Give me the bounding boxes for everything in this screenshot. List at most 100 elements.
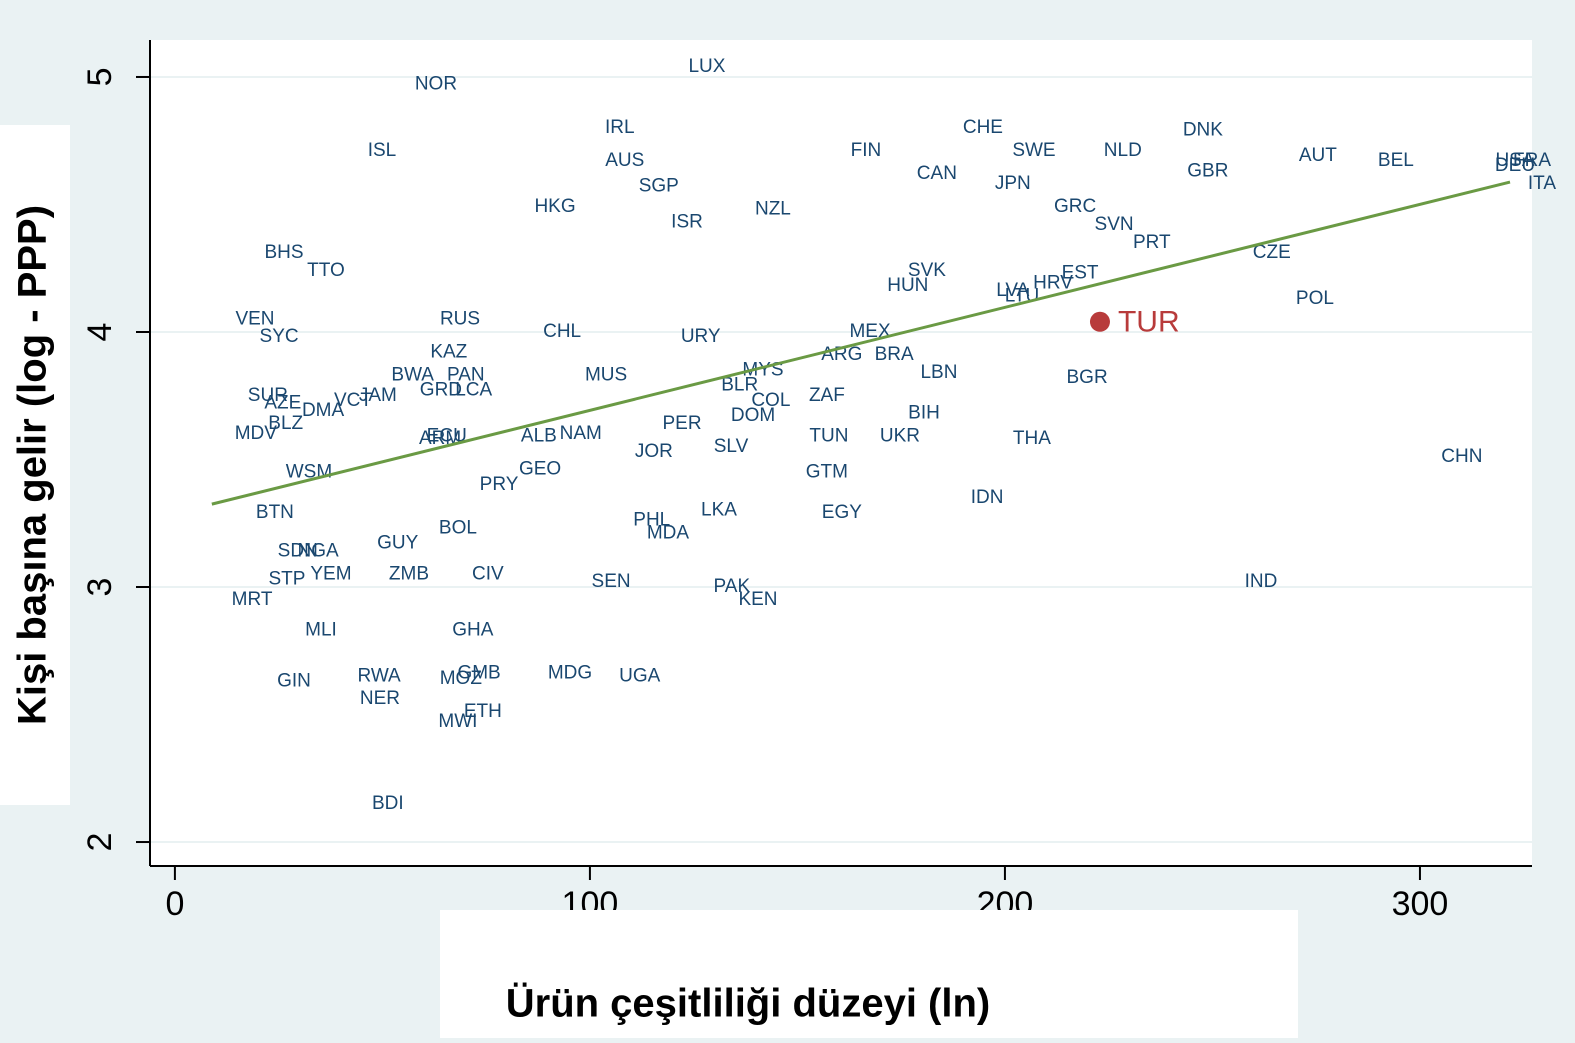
point-label: ZMB bbox=[389, 563, 429, 584]
point-label: KAZ bbox=[430, 341, 467, 362]
point-label: NER bbox=[360, 688, 400, 709]
point-label: CHL bbox=[543, 321, 581, 342]
point-label: COL bbox=[751, 390, 790, 411]
y-axis-title: Kişi başına gelir (log - PPP) bbox=[11, 205, 55, 725]
point-label: BLZ bbox=[268, 413, 303, 434]
point-label: AUT bbox=[1299, 145, 1337, 166]
point-label: NAM bbox=[560, 423, 602, 444]
point-label: NGA bbox=[297, 540, 339, 561]
point-label: BLR bbox=[721, 375, 758, 396]
point-label: HUN bbox=[887, 275, 928, 296]
point-label: PHL bbox=[633, 510, 670, 531]
point-label: MWI bbox=[438, 711, 477, 732]
point-label: ETH bbox=[464, 701, 502, 722]
point-label: JPN bbox=[995, 173, 1031, 194]
point-label: ZAF bbox=[809, 385, 845, 406]
point-label: HKG bbox=[534, 196, 575, 217]
point-label: BIH bbox=[908, 403, 940, 424]
point-label: RUS bbox=[440, 308, 480, 329]
point-label: GTM bbox=[806, 461, 848, 482]
point-label: USA bbox=[1495, 150, 1534, 171]
point-label: MDV bbox=[235, 423, 278, 444]
point-label: KEN bbox=[738, 589, 777, 610]
x-tick-label: 0 bbox=[165, 885, 184, 923]
point-label: CHN bbox=[1441, 446, 1482, 467]
point-label: PAK bbox=[714, 576, 751, 597]
point-label: SGP bbox=[639, 176, 679, 197]
point-label: ITA bbox=[1528, 173, 1556, 194]
point-label: UGA bbox=[619, 665, 661, 686]
point-label: NLD bbox=[1104, 140, 1142, 161]
point-label: BDI bbox=[372, 793, 404, 814]
point-label: NZL bbox=[755, 199, 791, 220]
point-label: MDA bbox=[647, 522, 690, 543]
point-label: TUN bbox=[809, 426, 848, 447]
point-label: GRC bbox=[1054, 196, 1096, 217]
point-label: IDN bbox=[971, 487, 1004, 508]
point-label: SDN bbox=[278, 540, 318, 561]
point-label: ALB bbox=[521, 426, 557, 447]
point-label: PRY bbox=[480, 474, 519, 495]
point-label: MUS bbox=[585, 364, 627, 385]
point-label: CZE bbox=[1253, 242, 1291, 263]
point-label: SEN bbox=[592, 571, 631, 592]
point-label: GUY bbox=[377, 533, 419, 554]
x-axis-title: Ürün çeşitliliği düzeyi (ln) bbox=[506, 981, 991, 1026]
point-label: BGR bbox=[1067, 367, 1108, 388]
point-label: SUR bbox=[248, 385, 288, 406]
point-label: GHA bbox=[452, 619, 494, 640]
point-label: DOM bbox=[731, 405, 775, 426]
point-label: NOR bbox=[415, 74, 457, 95]
point-label: LBN bbox=[920, 362, 957, 383]
point-label: ISL bbox=[368, 140, 397, 161]
point-label: UKR bbox=[880, 426, 920, 447]
point-label: YEM bbox=[310, 563, 351, 584]
point-label: URY bbox=[681, 326, 721, 347]
point-label: CHE bbox=[963, 117, 1003, 138]
point-label: SLV bbox=[714, 436, 749, 457]
point-label: DEU bbox=[1495, 155, 1535, 176]
point-label: SVN bbox=[1095, 214, 1134, 235]
point-label: GRD bbox=[420, 380, 462, 401]
point-label: SWE bbox=[1012, 140, 1055, 161]
point-label: RWA bbox=[357, 665, 401, 686]
point-label: GEO bbox=[519, 459, 561, 480]
point-label: MRT bbox=[232, 589, 273, 610]
point-label: AZE bbox=[264, 392, 301, 413]
point-label: BOL bbox=[439, 517, 477, 538]
point-label: DNK bbox=[1183, 120, 1223, 141]
point-label: GIN bbox=[277, 670, 311, 691]
point-label: LVA bbox=[996, 280, 1029, 301]
trend-line bbox=[211, 180, 1511, 506]
point-label: CIV bbox=[472, 563, 504, 584]
point-label: PAN bbox=[447, 364, 485, 385]
point-label: AUS bbox=[605, 150, 644, 171]
y-tick-label: 4 bbox=[81, 323, 119, 342]
point-label: GBR bbox=[1187, 160, 1228, 181]
point-label: MLI bbox=[305, 619, 337, 640]
xlabel-box bbox=[440, 910, 1298, 1038]
y-tick-label: 2 bbox=[81, 833, 119, 852]
point-label: PER bbox=[663, 413, 702, 434]
x-tick-label: 300 bbox=[1392, 885, 1449, 923]
point-label: BHS bbox=[265, 242, 304, 263]
point-label: SYC bbox=[260, 326, 299, 347]
point-label: IND bbox=[1245, 571, 1278, 592]
point-label: FIN bbox=[851, 140, 882, 161]
point-label: EGY bbox=[822, 502, 862, 523]
point-label: LCA bbox=[455, 380, 492, 401]
point-label: ECU bbox=[427, 426, 467, 447]
point-label: BTN bbox=[256, 502, 294, 523]
point-label: JAM bbox=[359, 385, 397, 406]
point-label: FRA bbox=[1513, 150, 1551, 171]
point-label: POL bbox=[1296, 288, 1334, 309]
y-tick-label: 3 bbox=[81, 578, 119, 597]
point-label: SVK bbox=[908, 260, 946, 281]
point-label: LUX bbox=[688, 56, 725, 77]
point-label: VEN bbox=[235, 308, 274, 329]
ylabel-box bbox=[0, 125, 70, 805]
y-tick-label: 5 bbox=[81, 68, 119, 87]
point-label: LKA bbox=[701, 500, 737, 521]
highlight-label: TUR bbox=[1118, 306, 1180, 339]
